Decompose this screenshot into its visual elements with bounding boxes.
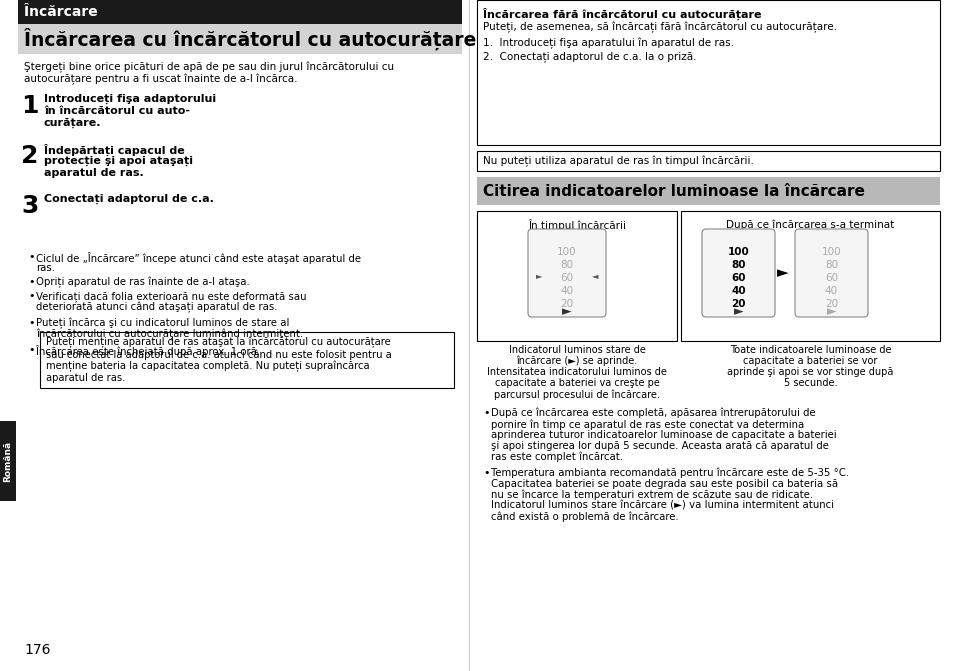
Text: •: • <box>482 408 489 418</box>
Text: aprinderea tuturor indicatoarelor luminoase de capacitate a bateriei: aprinderea tuturor indicatoarelor lumino… <box>491 430 836 440</box>
Text: Intensitatea indicatorului luminos de: Intensitatea indicatorului luminos de <box>487 367 666 377</box>
Text: •: • <box>28 277 34 287</box>
Text: 80: 80 <box>731 260 745 270</box>
Text: aprinde şi apoi se vor stinge după: aprinde şi apoi se vor stinge după <box>726 367 893 377</box>
Text: ►: ► <box>777 266 788 280</box>
Text: protecție şi apoi ataşați: protecție şi apoi ataşați <box>44 156 193 166</box>
Text: După ce încărcarea s-a terminat: După ce încărcarea s-a terminat <box>725 219 894 229</box>
Text: autocurățare pentru a fi uscat înainte de a-l încărca.: autocurățare pentru a fi uscat înainte d… <box>24 74 297 85</box>
Bar <box>18 0 461 24</box>
Text: Indicatorul luminos stare încărcare (►) va lumina intermitent atunci: Indicatorul luminos stare încărcare (►) … <box>491 501 833 511</box>
Bar <box>476 211 677 341</box>
Bar <box>40 332 454 388</box>
Bar <box>680 211 939 341</box>
Text: ►: ► <box>536 271 542 280</box>
Text: 80: 80 <box>559 260 573 270</box>
Text: capacitate a bateriei va creşte pe: capacitate a bateriei va creşte pe <box>494 378 659 388</box>
Text: 2: 2 <box>21 144 39 168</box>
Text: deteriorată atunci când ataşați aparatul de ras.: deteriorată atunci când ataşați aparatul… <box>36 302 277 313</box>
FancyBboxPatch shape <box>794 229 867 317</box>
FancyBboxPatch shape <box>527 229 605 317</box>
Text: aparatul de ras.: aparatul de ras. <box>46 373 125 383</box>
Text: menține bateria la capacitatea completă. Nu puteți supraîncărca: menține bateria la capacitatea completă.… <box>46 361 369 372</box>
Text: aparatul de ras.: aparatul de ras. <box>44 168 144 178</box>
Text: Îndepărtați capacul de: Îndepărtați capacul de <box>44 144 185 156</box>
Text: •: • <box>28 291 34 301</box>
Text: Verificați dacă folia exterioară nu este deformată sau: Verificați dacă folia exterioară nu este… <box>36 291 306 302</box>
Text: 20: 20 <box>824 299 837 309</box>
Text: parcursul procesului de încărcare.: parcursul procesului de încărcare. <box>494 389 659 399</box>
Bar <box>469 0 470 671</box>
Text: ras este complet încărcat.: ras este complet încărcat. <box>491 452 622 462</box>
Text: În timpul încărcării: În timpul încărcării <box>527 219 625 231</box>
Bar <box>476 177 939 205</box>
Text: •: • <box>28 345 34 355</box>
Text: ◄: ◄ <box>591 271 598 280</box>
Text: 20: 20 <box>731 299 745 309</box>
Text: Nu puteți utiliza aparatul de ras în timpul încărcării.: Nu puteți utiliza aparatul de ras în tim… <box>482 155 753 166</box>
Text: 1: 1 <box>21 94 39 118</box>
Text: Toate indicatoarele luminoase de: Toate indicatoarele luminoase de <box>729 345 890 355</box>
FancyBboxPatch shape <box>701 229 774 317</box>
Text: Temperatura ambianta recomandată pentru încărcare este de 5-35 °C.: Temperatura ambianta recomandată pentru … <box>491 468 848 478</box>
Text: nu se încarce la temperaturi extrem de scăzute sau de ridicate.: nu se încarce la temperaturi extrem de s… <box>491 490 812 501</box>
Text: capacitate a bateriei se vor: capacitate a bateriei se vor <box>742 356 877 366</box>
Bar <box>0 421 16 501</box>
Text: Încărcare: Încărcare <box>24 5 97 19</box>
Text: şi apoi stingerea lor după 5 secunde. Aceasta arată că aparatul de: şi apoi stingerea lor după 5 secunde. Ac… <box>491 441 828 451</box>
Text: •: • <box>482 468 489 478</box>
Text: 40: 40 <box>559 286 573 296</box>
Text: ras.: ras. <box>36 263 55 273</box>
Text: Puteți menține aparatul de ras ataşat la încărcătorul cu autocurățare: Puteți menține aparatul de ras ataşat la… <box>46 337 391 348</box>
Text: ►: ► <box>561 305 571 318</box>
Text: ►: ► <box>826 305 836 318</box>
Text: 100: 100 <box>727 247 749 257</box>
Text: Română: Română <box>4 440 12 482</box>
Text: Introduceți fişa adaptorului: Introduceți fişa adaptorului <box>44 94 216 104</box>
Bar <box>476 0 939 145</box>
Text: Ştergeți bine orice picături de apă de pe sau din jurul încărcătorului cu: Ştergeți bine orice picături de apă de p… <box>24 62 394 73</box>
Text: Conectați adaptorul de c.a.: Conectați adaptorul de c.a. <box>44 194 213 204</box>
Text: Capacitatea bateriei se poate degrada sau este posibil ca bateria să: Capacitatea bateriei se poate degrada sa… <box>491 479 838 489</box>
Text: Încărcarea este încheiată după aprox. 1 oră.: Încărcarea este încheiată după aprox. 1 … <box>36 345 260 357</box>
Text: când există o problemă de încărcare.: când există o problemă de încărcare. <box>491 512 678 523</box>
Text: pornire în timp ce aparatul de ras este conectat va determina: pornire în timp ce aparatul de ras este … <box>491 419 803 429</box>
Text: 176: 176 <box>24 643 51 657</box>
Text: încărcare (►) se aprinde.: încărcare (►) se aprinde. <box>516 356 637 366</box>
Text: Ciclul de „Încărcare” începe atunci când este ataşat aparatul de: Ciclul de „Încărcare” începe atunci când… <box>36 252 360 264</box>
Bar <box>476 151 939 171</box>
Text: 60: 60 <box>824 273 837 283</box>
Text: 80: 80 <box>824 260 837 270</box>
Text: Citirea indicatoarelor luminoase la încărcare: Citirea indicatoarelor luminoase la încă… <box>482 183 864 199</box>
Text: Încărcarea cu încărcătorul cu autocurățare: Încărcarea cu încărcătorul cu autocurăța… <box>24 28 476 50</box>
Text: 3: 3 <box>21 194 39 218</box>
Text: Încărcarea fără încărcătorul cu autocurățare: Încărcarea fără încărcătorul cu autocură… <box>482 8 760 20</box>
Text: 40: 40 <box>730 286 745 296</box>
Text: 2.  Conectați adaptorul de c.a. la o priză.: 2. Conectați adaptorul de c.a. la o priz… <box>482 51 696 62</box>
Text: 20: 20 <box>559 299 573 309</box>
Bar <box>18 24 461 54</box>
Text: 60: 60 <box>559 273 573 283</box>
Text: curățare.: curățare. <box>44 118 101 128</box>
Text: 60: 60 <box>731 273 745 283</box>
Text: 1.  Introduceți fişa aparatului în aparatul de ras.: 1. Introduceți fişa aparatului în aparat… <box>482 38 733 50</box>
Text: sau conectat la adaptorul de c.a. atunci când nu este folosit pentru a: sau conectat la adaptorul de c.a. atunci… <box>46 349 392 360</box>
Text: După ce încărcarea este completă, apăsarea întrerupătorului de: După ce încărcarea este completă, apăsar… <box>491 408 815 419</box>
Text: 100: 100 <box>557 247 577 257</box>
Text: Opriți aparatul de ras înainte de a-l ataşa.: Opriți aparatul de ras înainte de a-l at… <box>36 277 250 289</box>
Text: 100: 100 <box>821 247 841 257</box>
Text: •: • <box>28 318 34 328</box>
Text: 40: 40 <box>824 286 837 296</box>
Text: în încărcătorul cu auto-: în încărcătorul cu auto- <box>44 106 190 116</box>
Text: Puteți, de asemenea, să încărcați fără încărcătorul cu autocurățare.: Puteți, de asemenea, să încărcați fără î… <box>482 22 836 34</box>
Text: Indicatorul luminos stare de: Indicatorul luminos stare de <box>508 345 645 355</box>
Text: 5 secunde.: 5 secunde. <box>783 378 837 388</box>
Text: ►: ► <box>733 305 742 318</box>
Text: Puteți încărca şi cu indicatorul luminos de stare al: Puteți încărca şi cu indicatorul luminos… <box>36 318 289 329</box>
Text: •: • <box>28 252 34 262</box>
Text: încărcătorului cu autocurățare luminând intermitent.: încărcătorului cu autocurățare luminând … <box>36 329 303 340</box>
